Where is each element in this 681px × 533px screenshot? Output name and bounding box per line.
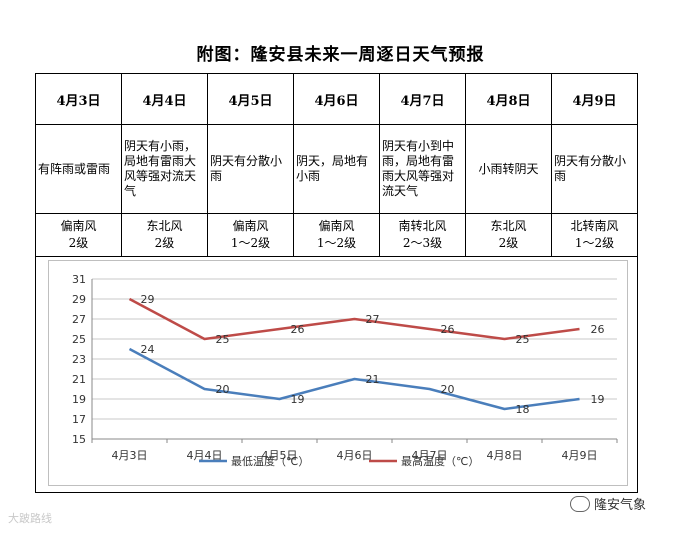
wind-cell: 北转南风 1～2级 — [551, 213, 638, 257]
data-label: 18 — [516, 403, 530, 416]
wind-cell: 偏南风 1～2级 — [207, 213, 294, 257]
chart-container: 15 17 19 21 23 25 27 29 31 4月3日 4月4日 4月5日 4月6日 4月7日 4月… — [35, 256, 638, 493]
wind-level: 2级 — [498, 236, 519, 250]
data-label: 26 — [441, 323, 455, 336]
date-cell: 4月7日 — [379, 73, 466, 125]
y-tick-label: 21 — [72, 373, 86, 386]
x-tick-label: 4月8日 — [487, 449, 523, 462]
wind-cell: 东北风 2级 — [121, 213, 208, 257]
date-cell: 4月4日 — [121, 73, 208, 125]
series-line — [128, 297, 580, 341]
x-tick-label: 4月9日 — [562, 449, 598, 462]
weather-cell: 阴天有小到中雨，局地有雷雨大风等强对流天气 — [379, 124, 466, 214]
legend-label: 最低温度（℃） — [231, 454, 309, 468]
date-cell: 4月8日 — [465, 73, 552, 125]
legend-label: 最高温度（℃） — [401, 454, 479, 468]
x-tick-label: 4月6日 — [337, 449, 373, 462]
wind-level: 2～3级 — [402, 236, 443, 250]
data-label: 19 — [591, 393, 605, 406]
y-tick-label: 27 — [72, 313, 86, 326]
y-tick-label: 17 — [72, 413, 86, 426]
data-label: 26 — [591, 323, 605, 336]
weather-cell: 小雨转阴天 — [465, 124, 552, 214]
x-tick-label: 4月5日 — [262, 449, 298, 462]
wind-level: 1～2级 — [316, 236, 357, 250]
date-cell: 4月5日 — [207, 73, 294, 125]
y-tick-label: 23 — [72, 353, 86, 366]
temperature-line-chart: 15 17 19 21 23 25 27 29 31 4月3日 4月4日 4月5日 4月6日 4月7日 4月… — [72, 273, 618, 468]
wind-cell: 偏南风 1～2级 — [293, 213, 380, 257]
date-cell: 4月6日 — [293, 73, 380, 125]
wind-cell: 南转北风 2～3级 — [379, 213, 466, 257]
wind-level: 2级 — [68, 236, 89, 250]
watermark-right-text: 隆安气象 — [594, 498, 647, 513]
x-tick-label: 4月3日 — [112, 449, 148, 462]
data-label: 19 — [291, 393, 305, 406]
series-line — [128, 347, 580, 411]
y-tick-label: 15 — [72, 433, 86, 446]
wind-direction: 北转南风 — [570, 219, 619, 233]
date-cell: 4月3日 — [35, 73, 122, 125]
wechat-icon — [570, 495, 590, 512]
y-tick-label: 31 — [72, 273, 86, 286]
wind-level: 1～2级 — [230, 236, 271, 250]
data-label: 29 — [141, 293, 155, 306]
forecast-table: 4月3日 4月4日 4月5日 4月6日 4月7日 4月8日 4月9日 有阵雨或雷… — [35, 73, 638, 257]
weather-cell: 有阵雨或雷雨 — [35, 124, 122, 214]
wind-direction: 东北风 — [146, 219, 183, 233]
wind-direction: 偏南风 — [60, 219, 97, 233]
watermark-right: 隆安气象 — [570, 494, 646, 513]
wind-direction: 偏南风 — [318, 219, 355, 233]
y-tick-label: 19 — [72, 393, 86, 406]
wind-direction: 南转北风 — [398, 219, 447, 233]
wind-cell: 偏南风 2级 — [35, 213, 122, 257]
y-tick-label: 29 — [72, 293, 86, 306]
wind-level: 2级 — [154, 236, 175, 250]
y-tick-label: 25 — [72, 333, 86, 346]
data-label: 20 — [216, 383, 230, 396]
data-label: 25 — [216, 333, 230, 346]
data-label: 20 — [441, 383, 455, 396]
wind-direction: 偏南风 — [232, 219, 269, 233]
weather-cell: 阴天有小雨，局地有雷雨大风等强对流天气 — [121, 124, 208, 214]
watermark-left: 大跛路线 — [8, 512, 52, 525]
weather-cell: 阴天有分散小雨 — [551, 124, 638, 214]
weather-row: 有阵雨或雷雨 阴天有小雨，局地有雷雨大风等强对流天气 阴天有分散小雨 阴天，局地… — [35, 124, 638, 214]
x-tick-label: 4月7日 — [412, 449, 448, 462]
date-cell: 4月9日 — [551, 73, 638, 125]
chart-area: 15 17 19 21 23 25 27 29 31 4月3日 4月4日 4月5日 4月6日 4月7日 4月… — [48, 260, 628, 486]
data-label: 26 — [291, 323, 305, 336]
wind-row: 偏南风 2级 东北风 2级 偏南风 1～2级 偏南风 1～2级 南转北风 2～3级 东北风… — [35, 213, 638, 257]
wind-direction: 东北风 — [490, 219, 527, 233]
page-title: 附图：隆安县未来一周逐日天气预报 — [196, 45, 485, 65]
weather-cell: 阴天有分散小雨 — [207, 124, 294, 214]
wind-level: 1～2级 — [574, 236, 615, 250]
data-label: 25 — [516, 333, 530, 346]
wind-cell: 东北风 2级 — [465, 213, 552, 257]
weather-cell: 阴天，局地有小雨 — [293, 124, 380, 214]
data-label: 27 — [366, 313, 380, 326]
data-label: 24 — [141, 343, 155, 356]
x-tick-label: 4月4日 — [187, 449, 223, 462]
date-row: 4月3日 4月4日 4月5日 4月6日 4月7日 4月8日 4月9日 — [35, 73, 638, 125]
data-label: 21 — [366, 373, 380, 386]
